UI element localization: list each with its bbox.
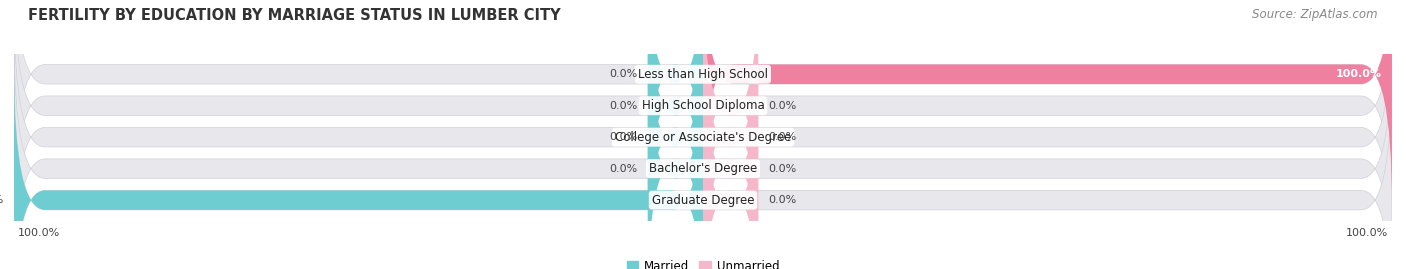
Text: 0.0%: 0.0% — [769, 164, 797, 174]
Text: High School Diploma: High School Diploma — [641, 99, 765, 112]
Text: 0.0%: 0.0% — [609, 69, 637, 79]
Text: College or Associate's Degree: College or Associate's Degree — [614, 131, 792, 144]
Text: Less than High School: Less than High School — [638, 68, 768, 81]
FancyBboxPatch shape — [648, 0, 703, 206]
FancyBboxPatch shape — [648, 37, 703, 269]
Text: Graduate Degree: Graduate Degree — [652, 194, 754, 207]
FancyBboxPatch shape — [648, 0, 703, 238]
Text: 0.0%: 0.0% — [769, 132, 797, 142]
FancyBboxPatch shape — [14, 68, 703, 269]
Text: FERTILITY BY EDUCATION BY MARRIAGE STATUS IN LUMBER CITY: FERTILITY BY EDUCATION BY MARRIAGE STATU… — [28, 8, 561, 23]
FancyBboxPatch shape — [14, 0, 1392, 206]
Legend: Married, Unmarried: Married, Unmarried — [627, 260, 779, 269]
Text: 0.0%: 0.0% — [769, 101, 797, 111]
FancyBboxPatch shape — [703, 5, 758, 269]
Text: Bachelor's Degree: Bachelor's Degree — [650, 162, 756, 175]
Text: 0.0%: 0.0% — [769, 195, 797, 205]
Text: Source: ZipAtlas.com: Source: ZipAtlas.com — [1253, 8, 1378, 21]
Text: 100.0%: 100.0% — [17, 228, 59, 238]
Text: 0.0%: 0.0% — [609, 101, 637, 111]
FancyBboxPatch shape — [703, 0, 758, 238]
Text: 100.0%: 100.0% — [0, 195, 4, 205]
FancyBboxPatch shape — [648, 5, 703, 269]
FancyBboxPatch shape — [703, 0, 1392, 206]
FancyBboxPatch shape — [703, 37, 758, 269]
FancyBboxPatch shape — [14, 37, 1392, 269]
FancyBboxPatch shape — [14, 0, 1392, 238]
FancyBboxPatch shape — [14, 5, 1392, 269]
FancyBboxPatch shape — [14, 68, 1392, 269]
Text: 100.0%: 100.0% — [1347, 228, 1389, 238]
Text: 0.0%: 0.0% — [609, 164, 637, 174]
Text: 100.0%: 100.0% — [1336, 69, 1382, 79]
FancyBboxPatch shape — [703, 68, 758, 269]
Text: 0.0%: 0.0% — [609, 132, 637, 142]
